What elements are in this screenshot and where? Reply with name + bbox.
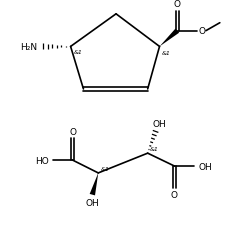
- Text: &1: &1: [100, 166, 109, 171]
- Text: O: O: [171, 190, 178, 199]
- Text: &1: &1: [74, 50, 82, 55]
- Text: HO: HO: [35, 156, 49, 165]
- Text: O: O: [199, 27, 206, 36]
- Text: &1: &1: [161, 51, 170, 56]
- Text: O: O: [69, 128, 76, 136]
- Text: OH: OH: [86, 198, 99, 207]
- Polygon shape: [90, 173, 98, 196]
- Text: O: O: [174, 0, 181, 10]
- Text: H₂N: H₂N: [20, 43, 38, 52]
- Polygon shape: [160, 30, 179, 47]
- Text: OH: OH: [153, 120, 166, 128]
- Text: &1: &1: [150, 146, 159, 152]
- Text: OH: OH: [198, 162, 212, 171]
